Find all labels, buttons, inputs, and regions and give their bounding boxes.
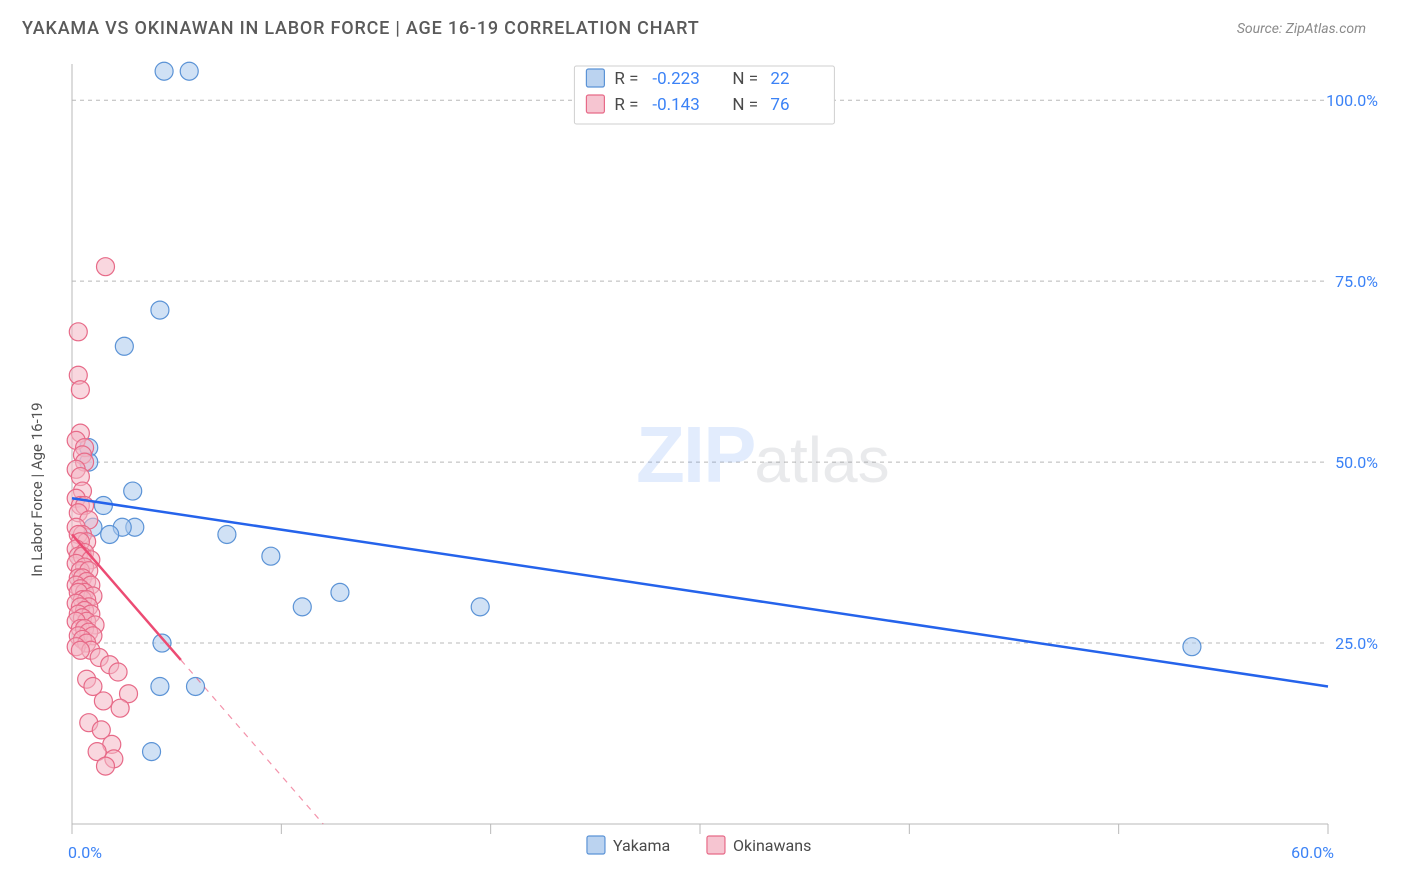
svg-text:25.0%: 25.0%: [1335, 634, 1378, 653]
svg-text:R =: R =: [614, 95, 638, 115]
svg-text:-0.223: -0.223: [652, 69, 699, 89]
svg-text:In Labor Force | Age 16-19: In Labor Force | Age 16-19: [28, 402, 46, 576]
svg-text:60.0%: 60.0%: [1291, 843, 1334, 862]
svg-text:100.0%: 100.0%: [1326, 91, 1378, 110]
svg-text:76: 76: [770, 95, 789, 115]
svg-text:N =: N =: [732, 95, 758, 115]
svg-text:Okinawans: Okinawans: [733, 836, 811, 855]
svg-text:N =: N =: [732, 69, 758, 89]
svg-text:R =: R =: [614, 69, 638, 89]
correlation-chart: 0.0% 60.0% 25.0% 50.0% 75.0% 100.0% In Labor F…: [22, 60, 1382, 890]
source-attribution: Source: ZipAtlas.com: [1237, 21, 1366, 37]
svg-text:Yakama: Yakama: [613, 836, 670, 855]
chart-container: 0.0% 60.0% 25.0% 50.0% 75.0% 100.0% In Labor F…: [22, 60, 1382, 860]
svg-text:0.0%: 0.0%: [68, 843, 102, 862]
svg-text:75.0%: 75.0%: [1335, 272, 1378, 291]
svg-text:50.0%: 50.0%: [1335, 453, 1378, 472]
svg-text:ZIPatlas: ZIPatlas: [636, 410, 890, 499]
svg-text:22: 22: [770, 69, 789, 89]
svg-text:-0.143: -0.143: [652, 95, 699, 115]
chart-title: YAKAMA VS OKINAWAN IN LABOR FORCE | AGE …: [22, 18, 699, 39]
